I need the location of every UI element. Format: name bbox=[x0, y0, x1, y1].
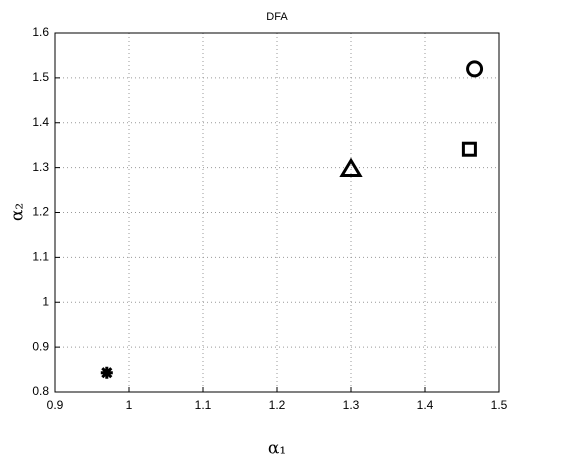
scatter-point bbox=[339, 157, 363, 178]
y-axis-label: α₂ bbox=[8, 203, 28, 221]
x-tick-label: 1.2 bbox=[269, 398, 286, 412]
x-axis-label: α₁ bbox=[268, 439, 286, 459]
y-tick-label: 0.9 bbox=[32, 339, 49, 353]
y-tick-label: 1.3 bbox=[32, 160, 49, 174]
x-tick-label: 1.1 bbox=[195, 398, 212, 412]
y-tick-label: 1.5 bbox=[32, 70, 49, 84]
x-tick-label: 1.5 bbox=[491, 398, 508, 412]
y-tick-label: 1.2 bbox=[32, 205, 49, 219]
scatter-point bbox=[466, 60, 484, 78]
plot-frame bbox=[54, 32, 500, 393]
x-tick-label: 1.4 bbox=[417, 398, 434, 412]
y-tick-label: 0.8 bbox=[32, 384, 49, 398]
chart-title: DFA bbox=[266, 11, 288, 23]
y-tick-label: 1 bbox=[42, 294, 49, 308]
y-tick-label: 1.1 bbox=[32, 250, 49, 264]
y-tick-label: 1.4 bbox=[32, 115, 49, 129]
scatter-point bbox=[100, 366, 113, 379]
scatter-point bbox=[461, 141, 477, 157]
x-tick-label: 1 bbox=[126, 398, 133, 412]
y-tick-label: 1.6 bbox=[32, 25, 49, 39]
x-tick-label: 0.9 bbox=[47, 398, 64, 412]
x-tick-label: 1.3 bbox=[343, 398, 360, 412]
